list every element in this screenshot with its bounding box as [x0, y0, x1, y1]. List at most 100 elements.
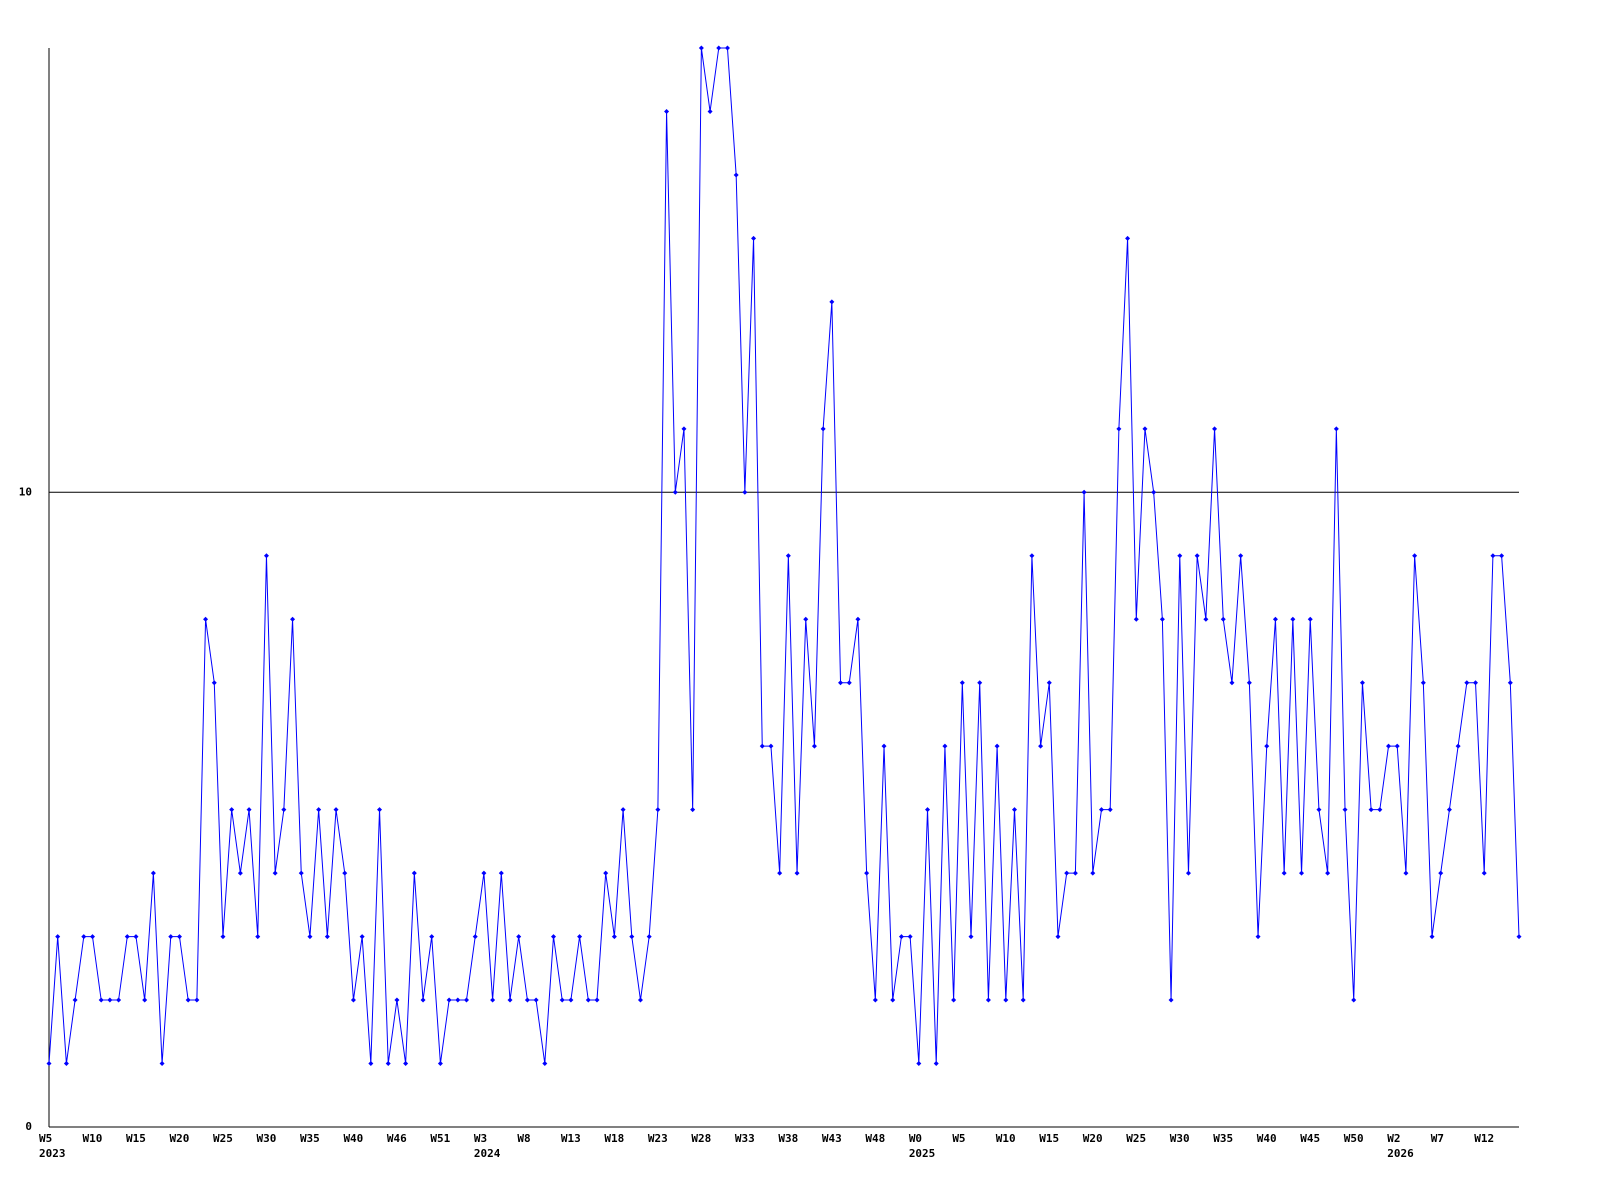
data-point [1325, 870, 1331, 876]
data-point [324, 934, 330, 940]
data-point [568, 997, 574, 1003]
data-point [1455, 743, 1461, 749]
x-tick-label: W25 [213, 1132, 233, 1145]
data-point [1203, 616, 1209, 622]
data-point [429, 934, 435, 940]
y-tick-label: 0 [25, 1120, 32, 1133]
y-tick-label: 10 [19, 485, 32, 498]
data-point [1072, 870, 1078, 876]
data-point [829, 299, 835, 305]
data-point [446, 997, 452, 1003]
x-tick-label: W10 [996, 1132, 1016, 1145]
data-point [916, 1061, 922, 1067]
data-point [672, 489, 678, 495]
data-point [1272, 616, 1278, 622]
data-point [1229, 680, 1235, 686]
data-point [1420, 680, 1426, 686]
x-tick-label: W10 [82, 1132, 102, 1145]
x-tick-label: W0 [909, 1132, 922, 1145]
data-point [124, 934, 130, 940]
data-point [1446, 807, 1452, 813]
data-point [1159, 616, 1165, 622]
data-point [1081, 489, 1087, 495]
data-point [142, 997, 148, 1003]
data-point [98, 997, 104, 1003]
data-point [1290, 616, 1296, 622]
data-point [951, 997, 957, 1003]
data-point [1116, 426, 1122, 432]
data-point [1438, 870, 1444, 876]
data-point [1038, 743, 1044, 749]
data-point [603, 870, 609, 876]
data-point [751, 235, 757, 241]
data-point [559, 997, 565, 1003]
x-tick-label: W38 [778, 1132, 798, 1145]
x-tick-label: W5 [39, 1132, 52, 1145]
x-tick-label: W2 [1387, 1132, 1400, 1145]
data-point [455, 997, 461, 1003]
x-tick-label: W20 [169, 1132, 189, 1145]
data-point [1185, 870, 1191, 876]
data-point [1220, 616, 1226, 622]
x-tick-label: W45 [1300, 1132, 1320, 1145]
data-point [46, 1061, 52, 1067]
data-point [1020, 997, 1026, 1003]
x-tick-label: W3 [474, 1132, 487, 1145]
data-point [785, 553, 791, 559]
data-point [1246, 680, 1252, 686]
x-tick-label: W51 [430, 1132, 450, 1145]
data-point [411, 870, 417, 876]
data-point [498, 870, 504, 876]
data-point [1046, 680, 1052, 686]
data-point [1516, 934, 1522, 940]
data-point [942, 743, 948, 749]
data-point [1429, 934, 1435, 940]
data-point [594, 997, 600, 1003]
data-point [881, 743, 887, 749]
x-tick-label: W5 [952, 1132, 965, 1145]
data-point [550, 934, 556, 940]
data-point [385, 1061, 391, 1067]
data-point [1168, 997, 1174, 1003]
data-point [1412, 553, 1418, 559]
data-point [768, 743, 774, 749]
data-point [437, 1061, 443, 1067]
data-point [1133, 616, 1139, 622]
data-point [759, 743, 765, 749]
data-point [872, 997, 878, 1003]
x-tick-label: W18 [604, 1132, 624, 1145]
x-tick-label: W12 [1474, 1132, 1494, 1145]
data-point [350, 997, 356, 1003]
data-point [368, 1061, 374, 1067]
data-point [1012, 807, 1018, 813]
data-point [533, 997, 539, 1003]
x-tick-label: W30 [1170, 1132, 1190, 1145]
data-point [220, 934, 226, 940]
data-point [1394, 743, 1400, 749]
data-point [63, 1061, 69, 1067]
data-point [263, 553, 269, 559]
data-point [403, 1061, 409, 1067]
data-point [977, 680, 983, 686]
data-point [985, 997, 991, 1003]
year-label: 2024 [474, 1147, 501, 1160]
data-point [864, 870, 870, 876]
data-point [1142, 426, 1148, 432]
data-point [811, 743, 817, 749]
data-point [150, 870, 156, 876]
data-point [1264, 743, 1270, 749]
data-point [1125, 235, 1131, 241]
data-point [255, 934, 261, 940]
data-point [420, 997, 426, 1003]
data-point [176, 934, 182, 940]
data-point [794, 870, 800, 876]
x-tick-label: W13 [561, 1132, 581, 1145]
x-tick-label: W40 [1257, 1132, 1277, 1145]
year-label: 2025 [909, 1147, 936, 1160]
data-point [846, 680, 852, 686]
data-point [377, 807, 383, 813]
x-tick-label: W35 [300, 1132, 320, 1145]
data-point [1473, 680, 1479, 686]
x-tick-label: W15 [126, 1132, 146, 1145]
data-point [907, 934, 913, 940]
